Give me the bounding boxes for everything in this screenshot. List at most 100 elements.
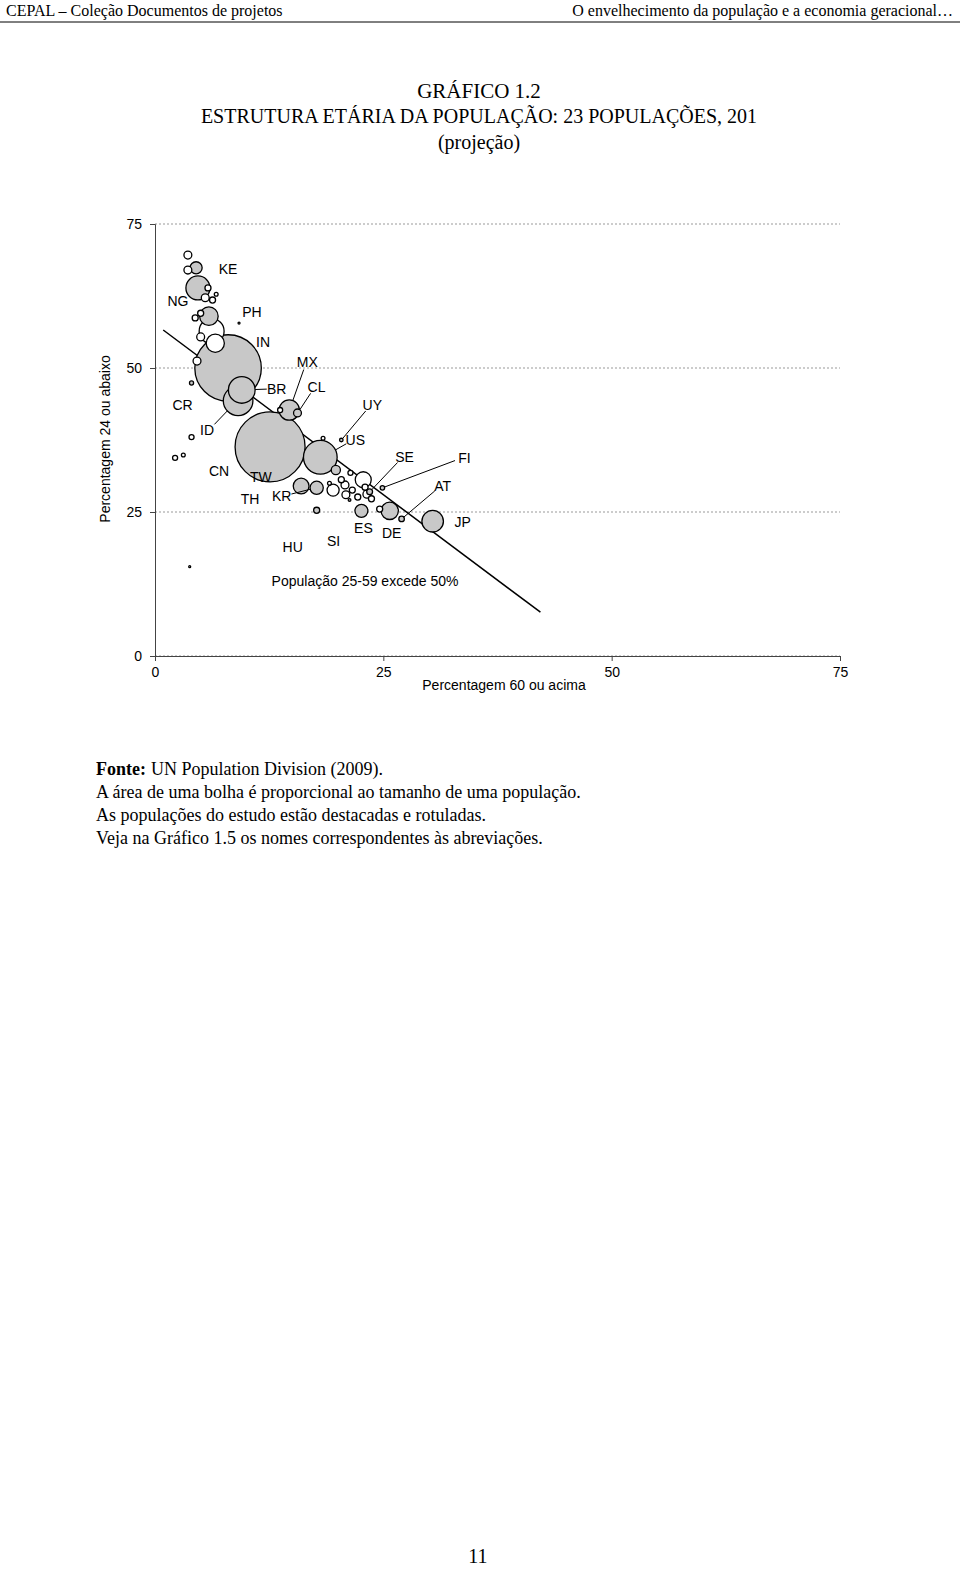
bubble [214, 292, 218, 296]
bubble-highlighted [381, 502, 398, 519]
y-tick-mark [150, 368, 155, 369]
x-tick-mark [840, 656, 841, 661]
x-tick: 0 [152, 656, 160, 680]
x-axis-line [156, 657, 841, 662]
leader-line [372, 462, 398, 489]
y-axis-title: Percentagem 24 ou abaixo [97, 355, 113, 523]
x-tick: 75 [833, 656, 849, 680]
x-tick-label: 75 [833, 664, 849, 680]
chart-subtitle: (projeção) [438, 131, 520, 154]
bubble-highlighted [422, 510, 444, 532]
bubble [197, 333, 205, 341]
y-tick: 75 [126, 216, 155, 232]
source-label: Fonte: [96, 759, 146, 779]
bubble-label: DE [382, 525, 401, 541]
bubble-label: SE [395, 449, 414, 465]
x-tick-mark [383, 656, 384, 661]
y-tick-mark [150, 512, 155, 513]
bubble [348, 470, 353, 475]
bubble-highlighted [314, 507, 320, 513]
bubble-highlighted [294, 409, 302, 417]
bubble [328, 481, 332, 485]
header-right: O envelhecimento da população e a econom… [572, 2, 953, 20]
y-tick: 50 [126, 360, 155, 376]
bubble [368, 496, 374, 502]
bubble-label: AT [434, 478, 451, 494]
bubble-label: JP [454, 514, 470, 530]
page: CEPAL – Coleção Documentos de projetos O … [0, 0, 960, 1576]
bubble-label: US [346, 432, 365, 448]
bubble-highlighted [228, 377, 255, 404]
bubble-label: ID [200, 422, 214, 438]
bubble-label: FI [458, 450, 470, 466]
y-tick-label: 25 [126, 504, 142, 520]
bubble-label: CR [172, 397, 192, 413]
bubble [181, 453, 185, 457]
leader-line [300, 393, 311, 409]
bubble [205, 285, 211, 291]
bubble-highlighted [367, 489, 373, 495]
leader-line [214, 411, 227, 424]
bubble-label: BR [267, 381, 286, 397]
bubble [210, 297, 216, 303]
bubble-highlighted [310, 481, 323, 494]
leader-line [291, 489, 310, 494]
y-tick: 25 [126, 504, 155, 520]
y-tick-label: 75 [126, 216, 142, 232]
bubble [342, 491, 350, 499]
x-tick: 50 [604, 656, 620, 680]
bubble-label: TH [241, 491, 260, 507]
x-tick-label: 50 [604, 664, 620, 680]
bubble-highlighted [380, 486, 384, 490]
bubble-label: MX [297, 354, 319, 370]
bubble [355, 494, 361, 500]
bubble-label: NG [167, 293, 188, 309]
header-left: CEPAL – Coleção Documentos de projetos [6, 2, 283, 20]
annotation: População 25-59 excede 50% [272, 573, 459, 589]
page-number: 11 [468, 1545, 487, 1567]
bubble [198, 310, 204, 316]
bubble-label: TW [250, 469, 273, 485]
bubble [189, 435, 194, 440]
bubble-highlighted [340, 438, 344, 442]
bubble [377, 506, 383, 512]
source-text: UN Population Division (2009). [151, 759, 383, 780]
bubble [338, 477, 344, 483]
bubble-highlighted [189, 381, 193, 385]
x-tick-label: 0 [152, 664, 160, 680]
y-tick-label: 50 [126, 360, 142, 376]
x-tick-label: 25 [376, 664, 392, 680]
bubble [238, 322, 240, 324]
chart-subtitle: ESTRUTURA ETÁRIA DA POPULAÇÃO: 23 POPULA… [201, 104, 757, 128]
labels: KENGPHINMXCLBRCRUYIDUSSEFICNTWATTHKRESDE… [167, 261, 470, 555]
bubble-label: CN [209, 463, 229, 479]
y-tick: 0 [134, 648, 155, 664]
bubble-label: KE [219, 261, 238, 277]
note: A área de uma bolha é proporcional ao ta… [96, 782, 581, 802]
source-note: Fonte:UN Population Division (2009). [96, 759, 383, 780]
x-axis-title: Percentagem 60 ou acima [422, 677, 586, 693]
chart-title: GRÁFICO 1.2 [417, 79, 541, 103]
note: Veja na Gráfico 1.5 os nomes corresponde… [96, 828, 543, 848]
bubble [201, 294, 209, 302]
bubble [193, 357, 201, 365]
header-rule [0, 22, 960, 23]
grid-line [155, 224, 840, 225]
bubble-highlighted [355, 504, 368, 517]
bubble-label: SI [327, 533, 340, 549]
grid-line [155, 512, 840, 513]
bubble [206, 334, 224, 352]
bubble [321, 436, 325, 440]
bubble-highlighted [331, 465, 340, 474]
bubble [189, 566, 191, 568]
note: As populações do estudo estão destacadas… [96, 805, 486, 825]
bubble-label: ES [354, 520, 373, 536]
bubble [327, 484, 339, 496]
y-tick-mark [150, 656, 155, 657]
plot-marks [163, 251, 540, 612]
y-axis: 0 25 50 75 [126, 216, 155, 664]
y-tick-label: 0 [134, 648, 142, 664]
bubble-label: IN [256, 334, 270, 350]
y-axis-line [150, 225, 156, 657]
leader-line [255, 389, 267, 390]
